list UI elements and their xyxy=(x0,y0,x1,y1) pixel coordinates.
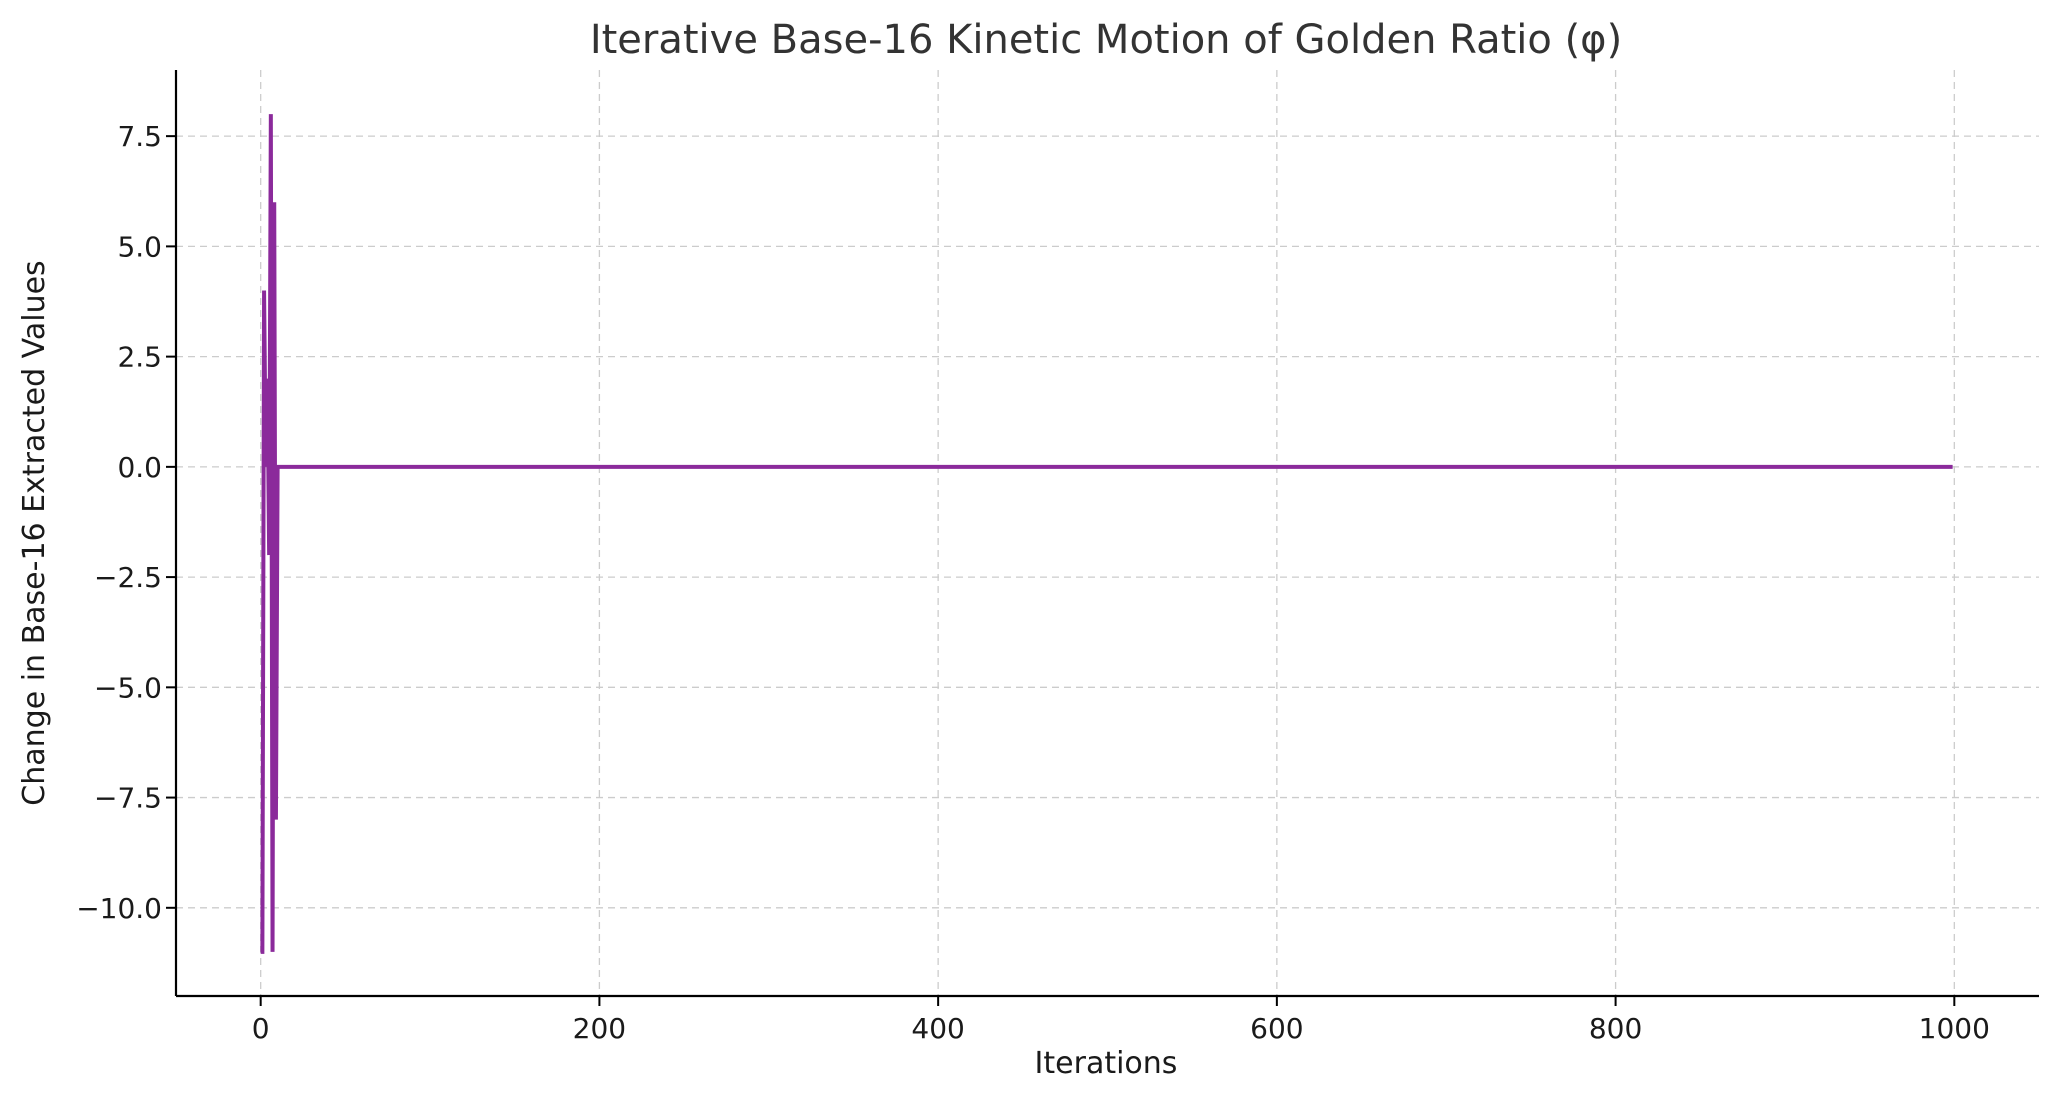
y-tick-label: 5.0 xyxy=(117,230,162,263)
x-tick-label: 400 xyxy=(911,1012,964,1045)
y-tick-label: −2.5 xyxy=(94,561,162,594)
x-tick-label: 0 xyxy=(252,1012,270,1045)
y-tick-label: 0.0 xyxy=(117,451,162,484)
x-axis-ticks: 0 200 400 600 800 1000 xyxy=(252,996,1990,1045)
axes-spines xyxy=(174,70,2039,998)
x-axis-label: Iterations xyxy=(1035,1046,1178,1081)
y-tick-label: 7.5 xyxy=(117,120,162,153)
x-tick-label: 1000 xyxy=(1919,1012,1990,1045)
y-axis-ticks: −10.0 −7.5 −5.0 −2.5 0.0 2.5 5.0 7.5 xyxy=(76,120,176,925)
y-axis-label: Change in Base-16 Extracted Values xyxy=(17,260,52,805)
chart-title: Iterative Base-16 Kinetic Motion of Gold… xyxy=(590,17,1622,63)
series-line xyxy=(260,114,1953,954)
y-tick-label: −7.5 xyxy=(94,782,162,815)
series-layer xyxy=(260,114,1953,954)
x-tick-label: 200 xyxy=(573,1012,626,1045)
y-tick-label: 2.5 xyxy=(117,341,162,374)
x-tick-label: 600 xyxy=(1250,1012,1303,1045)
y-tick-label: −10.0 xyxy=(76,892,162,925)
y-tick-label: −5.0 xyxy=(94,671,162,704)
x-tick-label: 800 xyxy=(1589,1012,1642,1045)
grid-lines xyxy=(176,70,2039,996)
